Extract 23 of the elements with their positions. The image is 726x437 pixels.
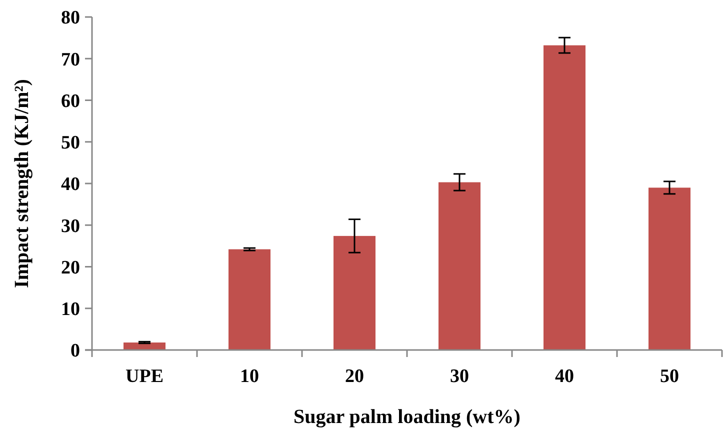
y-tick-label: 60 — [61, 90, 80, 112]
x-tick-label: 50 — [660, 366, 679, 387]
bar — [124, 342, 166, 350]
x-tick-label: 40 — [555, 366, 574, 387]
bar — [228, 249, 270, 350]
bar — [648, 188, 690, 350]
x-tick-label: 20 — [345, 366, 364, 387]
y-tick-label: 30 — [61, 216, 80, 237]
bar — [544, 45, 586, 350]
bar — [438, 182, 480, 350]
x-tick-label: 10 — [240, 366, 259, 387]
y-tick-label: 0 — [70, 340, 80, 362]
y-tick-label: 20 — [61, 257, 80, 278]
x-axis-title: Sugar palm loading (wt%) — [294, 406, 520, 428]
y-tick-label: 50 — [61, 132, 80, 154]
y-axis-title: Impact strength (KJ/m²) — [11, 79, 33, 288]
x-tick-label: 30 — [450, 366, 469, 387]
y-tick-label: 80 — [61, 8, 80, 29]
bar — [334, 236, 376, 350]
x-tick-label: UPE — [126, 366, 164, 387]
y-tick-label: 70 — [61, 49, 80, 70]
y-tick-label: 10 — [61, 299, 80, 320]
y-tick-label: 40 — [61, 174, 80, 196]
